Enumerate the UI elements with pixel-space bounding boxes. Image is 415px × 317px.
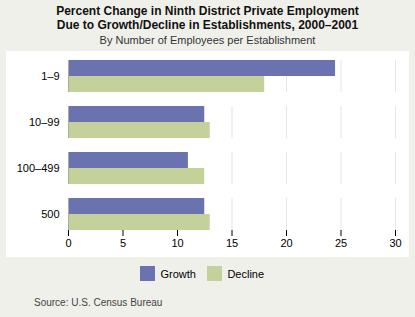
svg-text:15: 15 (226, 237, 238, 249)
svg-text:30: 30 (389, 237, 401, 249)
html-text:Decline: Decline (227, 267, 265, 280)
svg-text:0: 0 (65, 237, 71, 249)
svg-text:5: 5 (120, 237, 126, 249)
svg-text:10: 10 (171, 237, 183, 249)
svg-text:25: 25 (335, 237, 347, 249)
html-text:By Number of Employees per Est: By Number of Employees per Establishment (99, 34, 316, 46)
svg-text:100–499: 100–499 (17, 162, 60, 174)
html-text:Percent Change in Ninth Distri: Percent Change in Ninth District Private… (56, 4, 359, 18)
svg-text:500: 500 (41, 208, 59, 220)
html-text:Due to Growth/Decline in Estab: Due to Growth/Decline in Establishments,… (56, 18, 359, 32)
html-text:Source: U.S. Census Bureau: Source: U.S. Census Bureau (34, 296, 163, 308)
svg-text:10–99: 10–99 (29, 116, 60, 128)
svg-text:1–9: 1–9 (41, 70, 59, 82)
html-text:Growth: Growth (160, 267, 196, 280)
svg-text:20: 20 (280, 237, 292, 249)
